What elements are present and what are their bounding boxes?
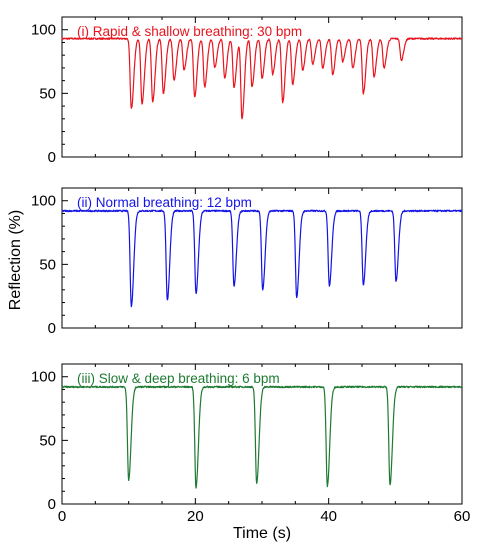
y-tick-label: 100	[31, 193, 56, 210]
series-line-group	[61, 37, 463, 120]
y-axis-label: Reflection (%)	[7, 210, 24, 310]
y-tick-label: 0	[48, 149, 56, 166]
panel-title: (i) Rapid & shallow breathing: 30 bpm	[77, 24, 302, 39]
series-line	[61, 385, 463, 489]
series-line	[61, 209, 463, 308]
y-tick-label: 50	[39, 432, 56, 449]
x-tick-label: 0	[58, 508, 66, 525]
panel-normal-breathing: (ii) Normal breathing: 12 bpm 0 50 100	[31, 187, 463, 337]
y-tick-label: 50	[39, 256, 56, 273]
axis-ticks: 0 50 100	[31, 17, 463, 166]
y-tick-label: 0	[48, 320, 56, 337]
axis-ticks: 0 50 100	[31, 188, 463, 337]
x-tick-labels: 0 20 40 60	[58, 508, 471, 525]
x-tick-label: 20	[187, 508, 204, 525]
y-tick-label: 0	[48, 496, 56, 513]
axis-ticks: 0 50 100	[31, 364, 463, 513]
panel-rapid-breathing: (i) Rapid & shallow breathing: 30 bpm 0 5…	[31, 16, 463, 166]
panel-slow-breathing: (iii) Slow & deep breathing: 6 bpm 0 50 10…	[31, 363, 463, 513]
series-line-group	[61, 385, 463, 489]
y-tick-label: 50	[39, 85, 56, 102]
panel-title: (ii) Normal breathing: 12 bpm	[77, 195, 252, 210]
y-tick-label: 100	[31, 22, 56, 39]
y-tick-label: 100	[31, 369, 56, 386]
x-tick-label: 60	[454, 508, 471, 525]
series-line-group	[61, 209, 463, 308]
x-axis-label: Time (s)	[233, 525, 291, 542]
x-tick-label: 40	[320, 508, 337, 525]
series-line	[61, 37, 463, 120]
panel-title: (iii) Slow & deep breathing: 6 bpm	[77, 371, 280, 386]
